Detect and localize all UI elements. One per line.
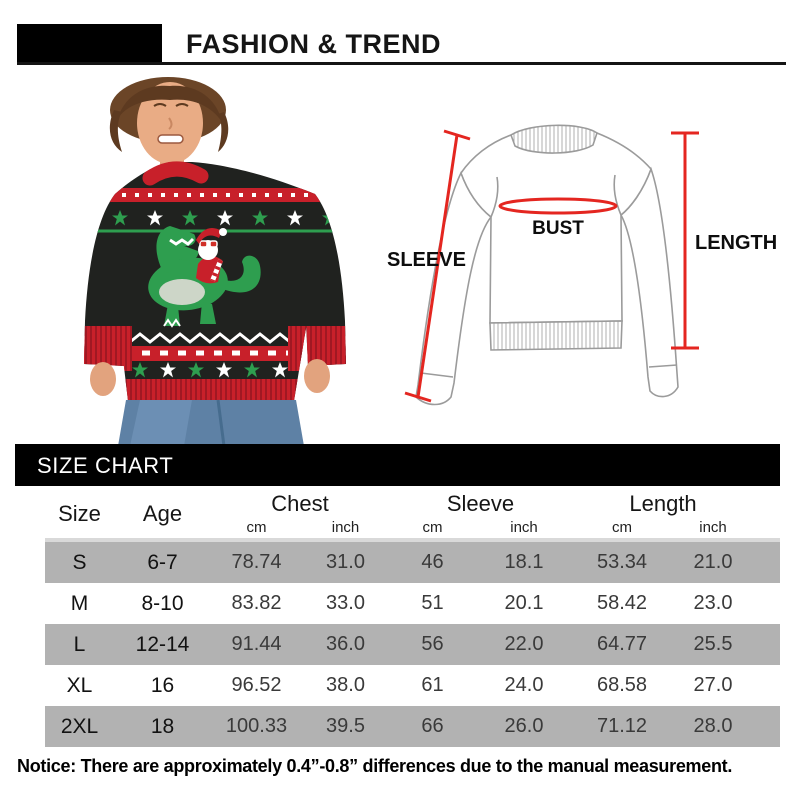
cell-sleeve-inch: 18.1 <box>504 551 544 573</box>
unit-length-inch: inch <box>699 519 727 536</box>
table-row-l: L 12-14 91.44 36.0 56 22.0 64.77 25.5 <box>45 624 781 665</box>
cell-age: 12-14 <box>135 632 190 656</box>
cell-chest-inch: 36.0 <box>326 633 365 655</box>
cell-chest-inch: 38.0 <box>326 674 365 696</box>
cell-sleeve-cm: 56 <box>421 633 444 655</box>
boy-nose <box>168 117 173 130</box>
boy-hand-right <box>304 359 330 393</box>
col-header-size: Size <box>58 500 101 526</box>
cell-length-inch: 21.0 <box>693 551 733 573</box>
cell-length-cm: 53.34 <box>596 551 648 573</box>
col-header-length: Length <box>629 491 697 516</box>
table-row-xl: XL 16 96.52 38.0 61 24.0 68.58 27.0 <box>45 665 780 706</box>
santa <box>196 228 227 284</box>
cell-size: XL <box>66 673 93 697</box>
length-label: LENGTH <box>695 232 777 254</box>
cell-length-inch: 27.0 <box>693 674 733 696</box>
cell-length-cm: 68.58 <box>596 674 648 696</box>
cell-chest-inch: 33.0 <box>326 592 365 614</box>
size-chart-title: SIZE CHART <box>37 453 174 478</box>
sweater-collar <box>142 161 209 186</box>
col-header-chest: Chest <box>271 491 329 516</box>
bust-measure-ellipse <box>498 197 618 215</box>
cell-length-cm: 71.12 <box>596 715 648 737</box>
cell-size: S <box>72 550 87 574</box>
cell-sleeve-inch: 20.1 <box>504 592 544 614</box>
sweater-hem <box>84 379 346 401</box>
size-chart-header: Size Age Chest Sleeve Length cm inch cm … <box>45 489 781 540</box>
cell-sleeve-inch: 24.0 <box>504 674 544 696</box>
header-divider <box>17 62 786 65</box>
cell-sleeve-cm: 66 <box>421 715 444 737</box>
sleeve-measure-line <box>416 134 459 398</box>
boy-hand-left <box>90 362 116 396</box>
boy-face <box>137 82 203 164</box>
boy-smile <box>157 134 184 144</box>
bust-label: BUST <box>532 218 584 239</box>
cell-length-cm: 64.77 <box>596 633 648 655</box>
cell-size: L <box>73 632 86 656</box>
cell-length-cm: 58.42 <box>596 592 648 614</box>
table-row-m: M 8-10 83.82 33.0 51 20.1 58.42 23.0 <box>45 583 780 624</box>
cell-chest-cm: 91.44 <box>231 633 282 655</box>
sleeve-label: SLEEVE <box>387 249 466 271</box>
unit-sleeve-inch: inch <box>510 519 538 536</box>
unit-length-cm: cm <box>612 519 633 536</box>
cell-chest-inch: 31.0 <box>326 551 365 573</box>
cell-length-inch: 25.5 <box>693 633 733 655</box>
measurement-lines <box>404 129 699 403</box>
measurement-diagram: SLEEVE BUST LENGTH <box>387 124 777 406</box>
cell-age: 18 <box>150 714 175 738</box>
diagram-sleeve-left <box>415 170 493 406</box>
cell-age: 16 <box>150 673 175 697</box>
unit-sleeve-cm: cm <box>422 519 443 536</box>
cell-age: 8-10 <box>141 591 184 615</box>
santa-dinosaur-motif <box>148 226 261 328</box>
cell-chest-inch: 39.5 <box>326 715 365 737</box>
christmas-sweater <box>84 162 346 401</box>
size-chart-table: Size Age Chest Sleeve Length cm inch cm … <box>45 489 781 747</box>
cell-sleeve-cm: 51 <box>421 592 444 614</box>
cell-length-inch: 23.0 <box>693 592 733 614</box>
table-row-s: S 6-7 78.74 31.0 46 18.1 53.34 21.0 <box>45 540 781 583</box>
brand-black-bar <box>17 24 162 62</box>
cell-sleeve-cm: 46 <box>421 551 444 573</box>
cell-chest-cm: 78.74 <box>231 551 282 573</box>
cell-size: 2XL <box>60 714 99 738</box>
col-header-sleeve: Sleeve <box>446 491 515 516</box>
cell-size: M <box>70 591 89 615</box>
boy-hair-fringe <box>118 85 222 122</box>
page-title: FASHION & TREND <box>186 29 442 59</box>
measurement-notice: Notice: There are approximately 0.4”-0.8… <box>17 756 733 776</box>
cell-chest-cm: 96.52 <box>231 674 282 696</box>
cell-age: 6-7 <box>147 550 178 574</box>
cell-sleeve-inch: 22.0 <box>504 633 544 655</box>
unit-chest-inch: inch <box>331 519 360 536</box>
cell-sleeve-inch: 26.0 <box>504 715 544 737</box>
cell-sleeve-cm: 61 <box>421 674 444 696</box>
table-row-2xl: 2XL 18 100.33 39.5 66 26.0 71.12 28.0 <box>45 706 781 747</box>
diagram-hem <box>489 320 623 351</box>
product-photo <box>84 77 346 446</box>
cell-length-inch: 28.0 <box>693 715 733 737</box>
boy-head <box>109 77 229 172</box>
cell-chest-cm: 100.33 <box>225 715 288 737</box>
diagram-collar <box>510 124 598 154</box>
unit-chest-cm: cm <box>246 519 267 536</box>
col-header-age: Age <box>142 500 183 526</box>
cell-chest-cm: 83.82 <box>231 592 282 614</box>
sweater-cuff-right <box>288 326 346 371</box>
size-chart-title-bar: SIZE CHART <box>15 444 780 486</box>
sweater-outline <box>415 124 679 406</box>
